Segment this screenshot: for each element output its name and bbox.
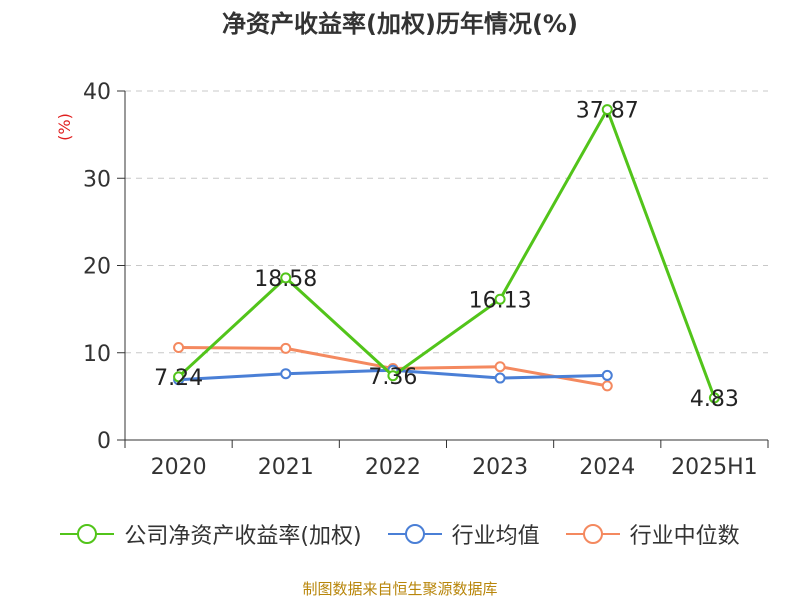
data-point (708, 392, 720, 404)
chart-title: 净资产收益率(加权)历年情况(%) (222, 10, 578, 38)
data-point (494, 361, 506, 373)
legend-label-industry-median: 行业中位数 (629, 524, 740, 549)
data-label: 7.24 (154, 366, 203, 391)
y-axis-label: (%) (55, 113, 74, 141)
y-tick-label: 40 (83, 80, 111, 105)
data-point (601, 380, 613, 392)
data-point (173, 342, 185, 354)
y-tick-label: 30 (83, 167, 111, 192)
data-label: 16.13 (469, 288, 532, 313)
y-tick-label: 0 (97, 429, 111, 454)
x-tick-label: 2022 (365, 455, 421, 480)
y-tick-label: 10 (83, 342, 111, 367)
legend-item-industry-median[interactable]: 行业中位数 (565, 518, 740, 550)
legend: 公司净资产收益率(加权) 行业均值 行业中位数 (0, 518, 800, 550)
legend-item-company[interactable]: 公司净资产收益率(加权) (60, 518, 362, 550)
x-tick-label: 2021 (258, 455, 314, 480)
data-source-note: 制图数据来自恒生聚源数据库 (302, 580, 498, 598)
data-point (601, 104, 613, 116)
data-label: 37.87 (576, 99, 639, 124)
data-point (601, 369, 613, 381)
x-tick-label: 2024 (579, 455, 635, 480)
data-point (280, 342, 292, 354)
data-point (494, 293, 506, 305)
data-point (280, 368, 292, 380)
x-tick-label: 2020 (151, 455, 207, 480)
data-point (173, 371, 185, 383)
legend-marker-industry-mean (387, 524, 442, 544)
data-point (387, 370, 399, 382)
y-tick-label: 20 (83, 255, 111, 280)
data-label: 7.36 (368, 365, 417, 390)
data-point (494, 372, 506, 384)
data-label: 4.83 (690, 387, 739, 412)
data-label: 18.58 (254, 267, 317, 292)
series-line (177, 108, 716, 399)
legend-item-industry-mean[interactable]: 行业均值 (387, 518, 540, 550)
legend-marker-company (60, 524, 115, 544)
x-tick-label: 2025H1 (671, 455, 758, 480)
legend-marker-industry-median (565, 524, 620, 544)
legend-label-company: 公司净资产收益率(加权) (124, 524, 362, 549)
legend-label-industry-mean: 行业均值 (451, 524, 540, 549)
x-tick-label: 2023 (472, 455, 528, 480)
data-point (280, 272, 292, 284)
